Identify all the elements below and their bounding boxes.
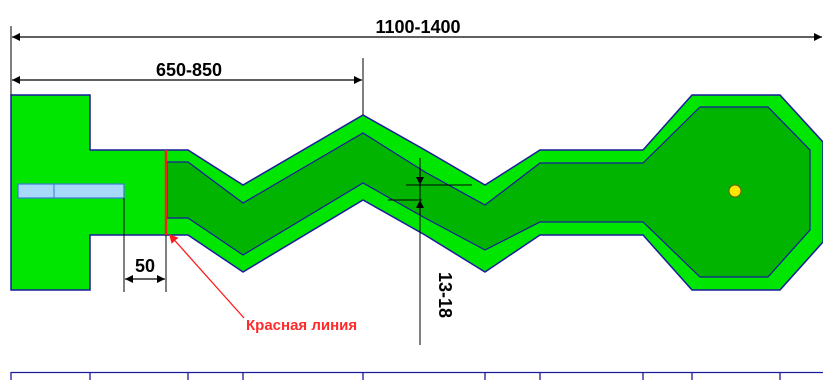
dim-zigzag-offset: 650-850	[156, 60, 222, 80]
hole	[728, 184, 742, 198]
bottom-strip-dividers	[10, 372, 781, 380]
dim-overall-length: 1100-1400	[375, 17, 460, 37]
tee-mat	[17, 183, 125, 199]
dim-red-line-offset: 50	[135, 256, 155, 276]
red-line-callout-arrow	[168, 233, 245, 319]
dim-wall-width: 13-18	[435, 272, 455, 318]
lane-inner-fairway	[166, 106, 811, 278]
red-line-label: Красная линия	[246, 317, 357, 334]
